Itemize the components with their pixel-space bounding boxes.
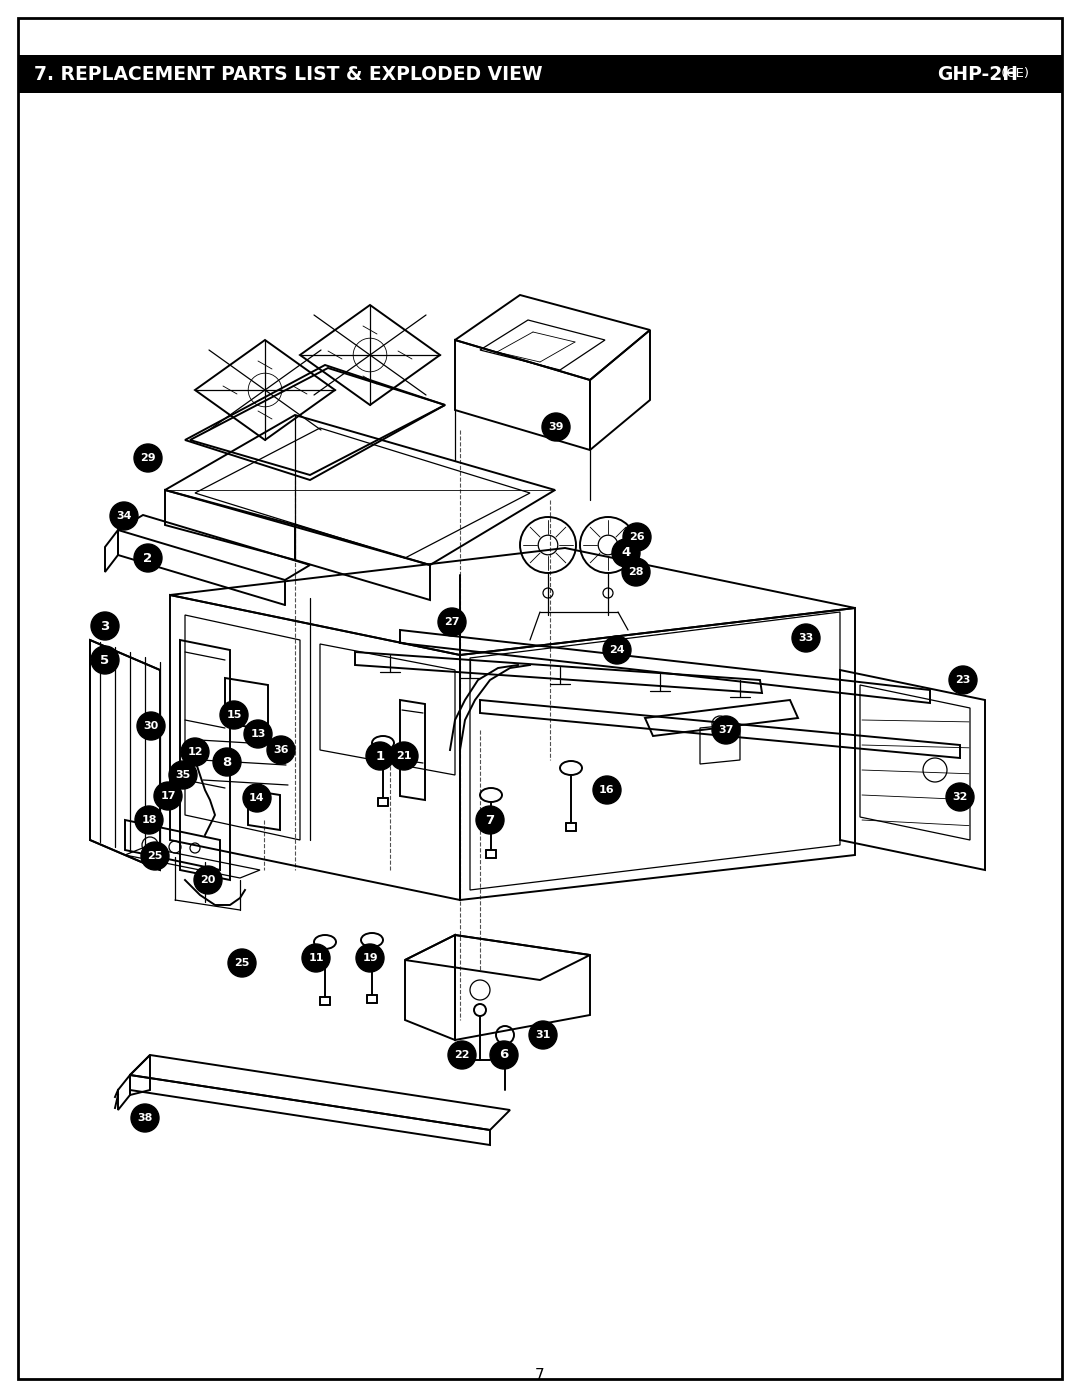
Text: 25: 25 xyxy=(147,851,163,861)
Circle shape xyxy=(194,866,222,894)
Text: 34: 34 xyxy=(117,511,132,521)
Text: 5: 5 xyxy=(100,654,109,666)
Circle shape xyxy=(110,502,138,529)
Text: 24: 24 xyxy=(609,645,625,655)
Circle shape xyxy=(213,747,241,775)
Text: 7. REPLACEMENT PARTS LIST & EXPLODED VIEW: 7. REPLACEMENT PARTS LIST & EXPLODED VIE… xyxy=(33,64,542,84)
Text: 33: 33 xyxy=(798,633,813,643)
Circle shape xyxy=(366,742,394,770)
Ellipse shape xyxy=(372,736,394,750)
Circle shape xyxy=(131,1104,159,1132)
Text: 28: 28 xyxy=(629,567,644,577)
Text: 38: 38 xyxy=(137,1113,152,1123)
Circle shape xyxy=(593,775,621,805)
Text: 14: 14 xyxy=(249,793,265,803)
Circle shape xyxy=(267,736,295,764)
Circle shape xyxy=(623,522,651,550)
Text: 15: 15 xyxy=(227,710,242,719)
Circle shape xyxy=(356,944,384,972)
Circle shape xyxy=(154,782,183,810)
Text: 20: 20 xyxy=(200,875,216,886)
Text: 23: 23 xyxy=(956,675,971,685)
Text: 18: 18 xyxy=(141,814,157,826)
Circle shape xyxy=(949,666,977,694)
Circle shape xyxy=(792,624,820,652)
Ellipse shape xyxy=(314,935,336,949)
Text: 19: 19 xyxy=(362,953,378,963)
Text: 7: 7 xyxy=(485,813,495,827)
Text: 12: 12 xyxy=(187,747,203,757)
Circle shape xyxy=(134,543,162,571)
Text: 3: 3 xyxy=(100,619,110,633)
Text: 31: 31 xyxy=(536,1030,551,1039)
Bar xyxy=(18,54,1062,94)
Text: 6: 6 xyxy=(499,1049,509,1062)
Circle shape xyxy=(168,761,197,789)
Circle shape xyxy=(438,608,465,636)
Text: 4: 4 xyxy=(621,546,631,560)
Circle shape xyxy=(476,806,504,834)
Text: 30: 30 xyxy=(144,721,159,731)
Circle shape xyxy=(448,1041,476,1069)
Text: 8: 8 xyxy=(222,756,231,768)
Text: 1: 1 xyxy=(376,750,384,763)
Circle shape xyxy=(243,784,271,812)
Circle shape xyxy=(712,717,740,745)
Text: 36: 36 xyxy=(273,745,288,754)
Circle shape xyxy=(612,539,640,567)
Ellipse shape xyxy=(480,788,502,802)
Text: 16: 16 xyxy=(599,785,615,795)
Circle shape xyxy=(490,1041,518,1069)
Text: 21: 21 xyxy=(396,752,411,761)
Circle shape xyxy=(244,719,272,747)
Text: 13: 13 xyxy=(251,729,266,739)
Text: GHP-2H: GHP-2H xyxy=(937,64,1018,84)
Circle shape xyxy=(302,944,330,972)
Text: 7: 7 xyxy=(536,1368,544,1383)
Text: 39: 39 xyxy=(549,422,564,432)
Text: (CE): (CE) xyxy=(997,67,1029,81)
Ellipse shape xyxy=(561,761,582,775)
Circle shape xyxy=(228,949,256,977)
Circle shape xyxy=(603,636,631,664)
Circle shape xyxy=(135,806,163,834)
Circle shape xyxy=(542,414,570,441)
Text: 27: 27 xyxy=(444,617,460,627)
Circle shape xyxy=(529,1021,557,1049)
Circle shape xyxy=(220,701,248,729)
Ellipse shape xyxy=(361,933,383,947)
Circle shape xyxy=(390,742,418,770)
Circle shape xyxy=(622,557,650,585)
Circle shape xyxy=(91,645,119,673)
Text: 17: 17 xyxy=(160,791,176,800)
Text: 2: 2 xyxy=(144,552,152,564)
Circle shape xyxy=(134,444,162,472)
Text: 32: 32 xyxy=(953,792,968,802)
Text: 29: 29 xyxy=(140,453,156,462)
Text: 26: 26 xyxy=(630,532,645,542)
Text: 25: 25 xyxy=(234,958,249,968)
Circle shape xyxy=(91,612,119,640)
Circle shape xyxy=(137,712,165,740)
Circle shape xyxy=(181,738,210,766)
Text: 37: 37 xyxy=(718,725,733,735)
Circle shape xyxy=(141,842,168,870)
Text: 22: 22 xyxy=(455,1051,470,1060)
Text: 35: 35 xyxy=(175,770,191,780)
Text: 11: 11 xyxy=(308,953,324,963)
Circle shape xyxy=(946,782,974,812)
